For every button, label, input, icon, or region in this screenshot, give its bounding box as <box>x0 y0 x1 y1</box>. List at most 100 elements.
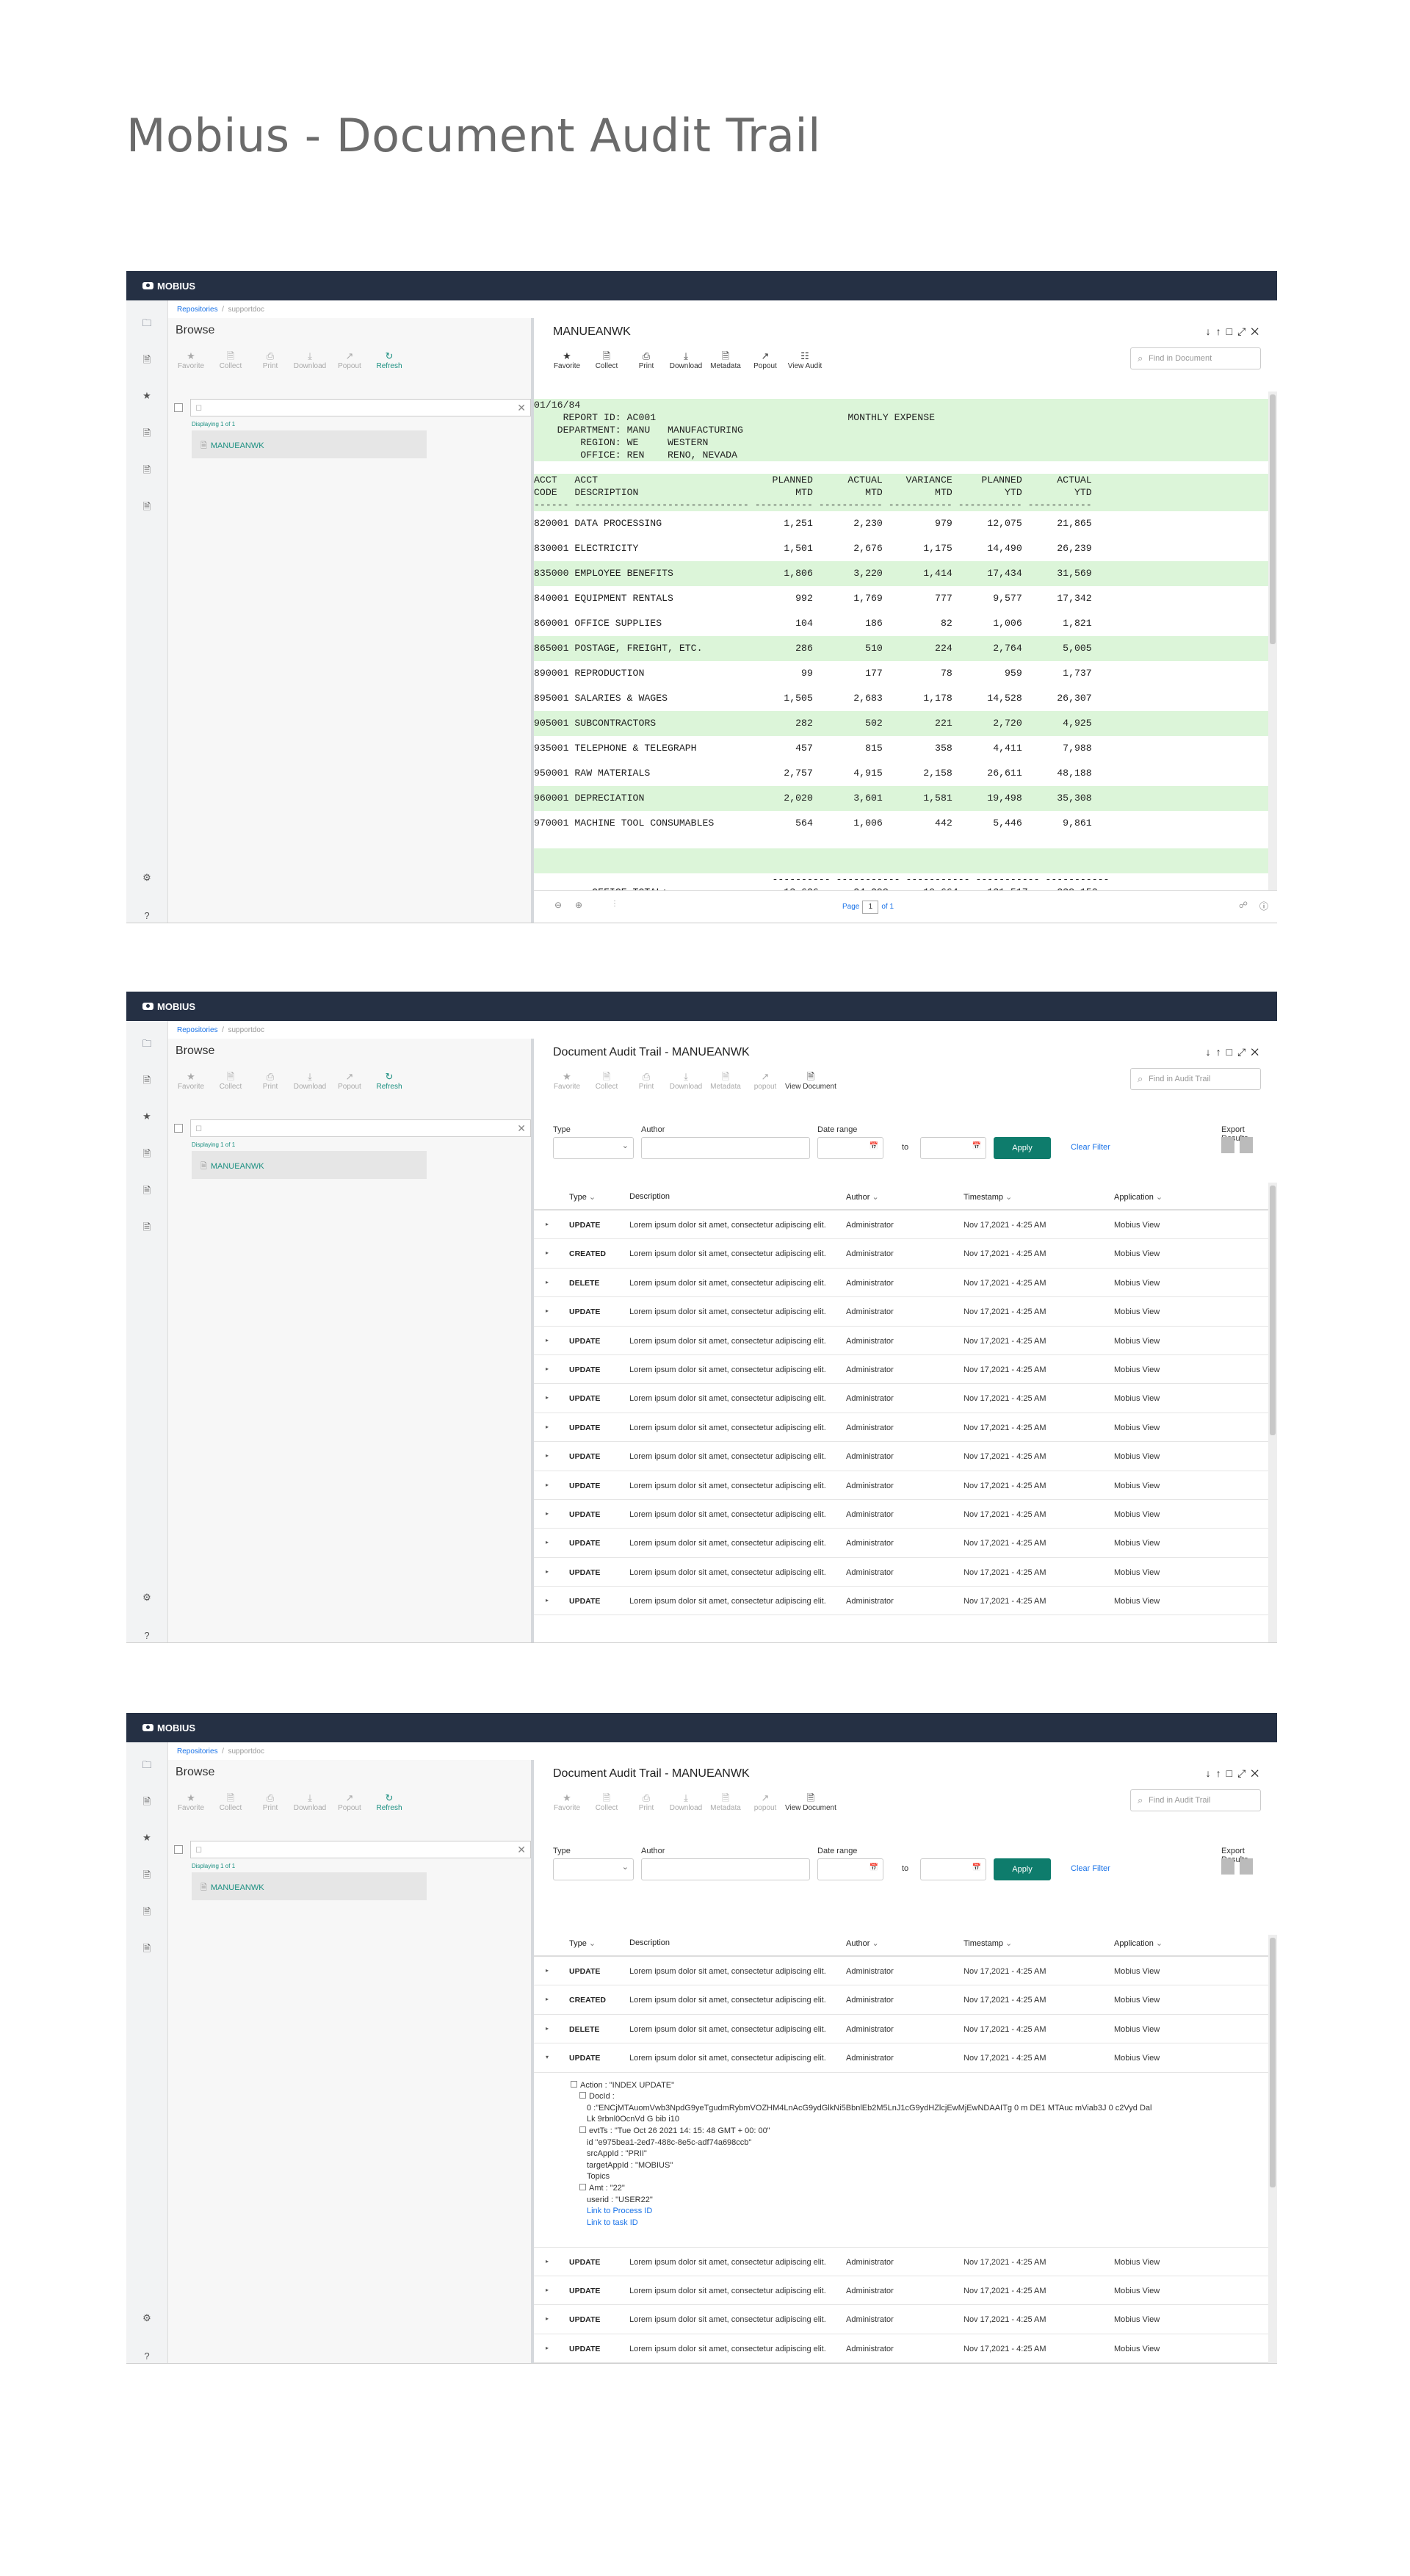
expand-caret-icon[interactable]: ▸ <box>546 1539 549 1546</box>
date-from-input[interactable]: 📅 <box>817 1858 883 1880</box>
toolbar-favorite-button[interactable]: ★ Favorite <box>547 1792 587 1812</box>
tree-item-document[interactable]: 🗎 MANUEANWK <box>192 1151 427 1179</box>
sort-chevron-icon[interactable]: ⌄ <box>1153 1193 1163 1202</box>
documents-icon[interactable]: 🗎 <box>142 1796 151 1807</box>
toolbar-print-button[interactable]: ⎙ Print <box>626 1792 666 1812</box>
type-select[interactable]: ⌄ <box>553 1137 634 1159</box>
collapse-node-icon[interactable] <box>579 2183 586 2190</box>
export-excel-icon[interactable] <box>1221 1858 1234 1875</box>
scrollbar-thumb[interactable] <box>1270 1938 1276 2187</box>
scroll-down-icon[interactable]: ↓ <box>1205 1767 1216 1779</box>
file-icon[interactable]: 🗎 <box>142 1222 151 1233</box>
scrollbar-thumb[interactable] <box>1270 1186 1276 1435</box>
toolbar-favorite-button[interactable]: ★ Favorite <box>547 350 587 370</box>
scrollbar-thumb[interactable] <box>1270 394 1276 644</box>
expand-caret-icon[interactable]: ▸ <box>546 2286 549 2293</box>
toolbar-view-document-button[interactable]: 🗎 View Document <box>785 1071 836 1091</box>
toolbar-download-button[interactable]: ⤓ Download <box>290 350 330 370</box>
clear-search-icon[interactable]: ✕ <box>517 1122 526 1134</box>
file-icon[interactable]: 🗎 <box>142 1148 151 1159</box>
sort-chevron-icon[interactable]: ⌄ <box>1003 1193 1013 1202</box>
grid-scrollbar[interactable] <box>1268 1183 1277 1642</box>
documents-icon[interactable]: 🗎 <box>142 354 151 365</box>
toolbar-print-button[interactable]: ⎙ Print <box>250 1071 290 1091</box>
toolbar-collect-button[interactable]: 🗎 Collect <box>211 350 250 370</box>
column-header-description[interactable]: Description <box>629 1938 670 1947</box>
fit-icon[interactable]: □ <box>1226 1046 1238 1058</box>
file-icon[interactable]: 🗎 <box>142 1906 151 1917</box>
help-icon[interactable]: ? <box>144 910 150 921</box>
scroll-down-icon[interactable]: ↓ <box>1205 325 1216 337</box>
expand-caret-icon[interactable]: ▸ <box>546 1597 549 1604</box>
date-from-input[interactable]: 📅 <box>817 1137 883 1159</box>
table-row[interactable]: ▸ CREATED Lorem ipsum dolor sit amet, cons… <box>534 1239 1268 1269</box>
expand-caret-icon[interactable]: ▸ <box>546 1481 549 1488</box>
file-icon[interactable]: 🗎 <box>142 1869 151 1880</box>
column-header-application[interactable]: Application ⌄ <box>1114 1938 1163 1948</box>
toolbar-download-button[interactable]: ⤓ Download <box>666 1792 706 1812</box>
expand-caret-icon[interactable]: ▸ <box>546 2315 549 2323</box>
folder-icon[interactable]: 🗀 <box>142 1038 152 1049</box>
toolbar-popout-button[interactable]: ↗ popout <box>745 1071 785 1091</box>
tree-item-document[interactable]: 🗎 MANUEANWK <box>192 430 427 458</box>
toolbar-refresh-button[interactable]: ↻ Refresh <box>369 1071 409 1091</box>
apply-button[interactable]: Apply <box>994 1137 1051 1159</box>
help-icon[interactable]: ? <box>144 2350 150 2362</box>
close-icon[interactable]: ✕ <box>1251 1046 1264 1058</box>
author-input[interactable] <box>641 1858 810 1880</box>
expand-caret-icon[interactable]: ▸ <box>546 1509 549 1517</box>
toolbar-view-document-button[interactable]: 🗎 View Document <box>785 1792 836 1812</box>
close-icon[interactable]: ✕ <box>1251 325 1264 337</box>
calendar-icon[interactable]: 📅 <box>869 1864 878 1872</box>
toolbar-favorite-button[interactable]: ★ Favorite <box>547 1071 587 1091</box>
toolbar-metadata-button[interactable]: 🗎 Metadata <box>706 350 745 370</box>
file-icon[interactable]: 🗎 <box>142 501 151 512</box>
column-header-type[interactable]: Type ⌄ <box>569 1938 596 1948</box>
toolbar-metadata-button[interactable]: 🗎 Metadata <box>706 1792 745 1812</box>
sort-chevron-icon[interactable]: ⌄ <box>586 1193 596 1202</box>
expand-icon[interactable]: ⤢ <box>1237 1767 1251 1779</box>
toolbar-print-button[interactable]: ⎙ Print <box>626 1071 666 1091</box>
file-icon[interactable]: 🗎 <box>142 1943 151 1954</box>
export-excel-icon[interactable] <box>1221 1137 1234 1153</box>
file-icon[interactable]: 🗎 <box>142 427 151 439</box>
clear-filter-button[interactable]: Clear Filter <box>1071 1864 1110 1873</box>
detail-link1-link[interactable]: Link to Process ID <box>587 2207 653 2216</box>
collapse-node-icon[interactable] <box>571 2080 577 2088</box>
detail-link2-link[interactable]: Link to task ID <box>587 2218 638 2227</box>
help-icon[interactable]: ? <box>144 1630 150 1641</box>
expand-caret-icon[interactable]: ▸ <box>546 2257 549 2265</box>
expand-caret-icon[interactable]: ▸ <box>546 1307 549 1315</box>
clear-filter-button[interactable]: Clear Filter <box>1071 1143 1110 1152</box>
link-icon[interactable]: ☍ <box>1238 900 1248 910</box>
toolbar-collect-button[interactable]: 🗎 Collect <box>211 1792 250 1812</box>
close-icon[interactable]: ✕ <box>1251 1767 1264 1779</box>
toolbar-popout-button[interactable]: ↗ Popout <box>330 350 369 370</box>
file-icon[interactable]: 🗎 <box>142 1185 151 1196</box>
toolbar-download-button[interactable]: ⤓ Download <box>666 350 706 370</box>
info-icon[interactable]: ⓘ <box>1259 901 1268 912</box>
toolbar-refresh-button[interactable]: ↻ Refresh <box>369 1792 409 1812</box>
toolbar-refresh-button[interactable]: ↻ Refresh <box>369 350 409 370</box>
type-select[interactable]: ⌄ <box>553 1858 634 1880</box>
date-to-input[interactable]: 📅 <box>920 1858 986 1880</box>
sort-chevron-icon[interactable]: ⌄ <box>870 1193 879 1202</box>
toolbar-download-button[interactable]: ⤓ Download <box>666 1071 706 1091</box>
browse-search-input[interactable]: ◻ ✕ <box>190 1841 531 1858</box>
table-row[interactable]: ▾ UPDATE Lorem ipsum dolor sit amet, conse… <box>534 2043 1268 2073</box>
select-all-checkbox[interactable] <box>174 403 183 412</box>
toolbar-favorite-button[interactable]: ★ Favorite <box>171 1071 211 1091</box>
expand-caret-icon[interactable]: ▸ <box>546 1365 549 1372</box>
expand-caret-icon[interactable]: ▸ <box>546 1278 549 1285</box>
